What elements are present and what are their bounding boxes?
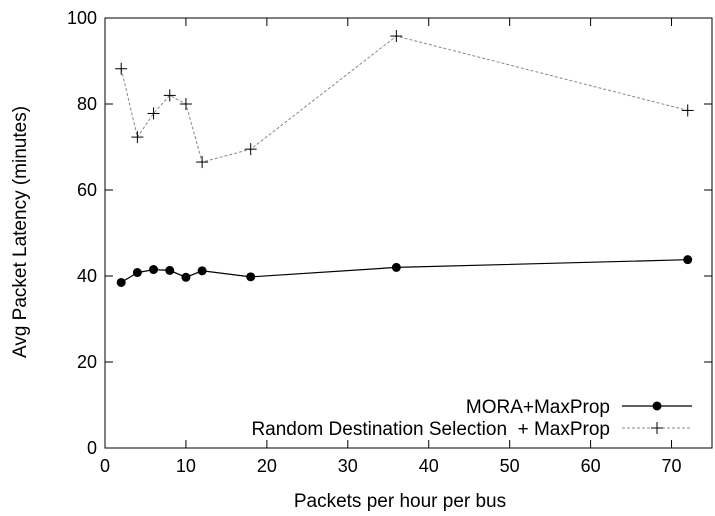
x-tick-label: 20 (257, 456, 277, 476)
y-tick-label: 60 (77, 180, 97, 200)
legend-marker-mora-maxprop (652, 401, 662, 411)
data-point-0 (683, 255, 693, 265)
x-axis-label: Packets per hour per bus (294, 491, 506, 512)
data-point-0 (116, 277, 126, 287)
data-point-0 (391, 262, 401, 272)
x-tick-label: 70 (662, 456, 682, 476)
data-point-1 (131, 131, 144, 144)
legend: MORA+MaxProp Random Destination Selectio… (251, 397, 692, 440)
data-point-1 (196, 156, 209, 169)
data-point-1 (163, 89, 176, 102)
y-tick-label: 20 (77, 352, 97, 372)
y-tick-label: 100 (67, 8, 97, 28)
data-point-0 (165, 265, 175, 275)
data-point-0 (246, 272, 256, 282)
x-tick-label: 50 (500, 456, 520, 476)
data-point-0 (197, 266, 207, 276)
data-point-1 (147, 107, 160, 120)
data-point-0 (132, 268, 142, 278)
series-layer (115, 30, 694, 287)
legend-marker-random-destination (651, 422, 663, 434)
y-axis-label: Avg Packet Latency (minutes) (10, 106, 31, 358)
x-tick-label: 0 (100, 456, 110, 476)
data-point-0 (149, 265, 159, 275)
y-tick-label: 80 (77, 94, 97, 114)
legend-label-mora-maxprop: MORA+MaxProp (466, 397, 610, 418)
x-tick-label: 40 (419, 456, 439, 476)
x-tick-label: 60 (581, 456, 601, 476)
axis-tick-labels: 0 10 20 30 40 50 60 70 0 20 40 60 80 100 (67, 8, 682, 476)
x-tick-label: 30 (338, 456, 358, 476)
series-line-1 (120, 35, 688, 163)
y-tick-label: 40 (77, 266, 97, 286)
data-point-1 (115, 62, 128, 75)
legend-label-random-destination: Random Destination Selection + MaxProp (251, 419, 610, 440)
data-point-1 (681, 104, 694, 117)
y-tick-label: 0 (87, 438, 97, 458)
x-tick-label: 10 (176, 456, 196, 476)
data-point-1 (179, 98, 192, 110)
data-point-1 (244, 143, 257, 156)
data-point-0 (181, 272, 191, 282)
axis-ticks (104, 17, 712, 449)
data-point-1 (390, 30, 403, 43)
plot-area-frame (104, 17, 713, 449)
